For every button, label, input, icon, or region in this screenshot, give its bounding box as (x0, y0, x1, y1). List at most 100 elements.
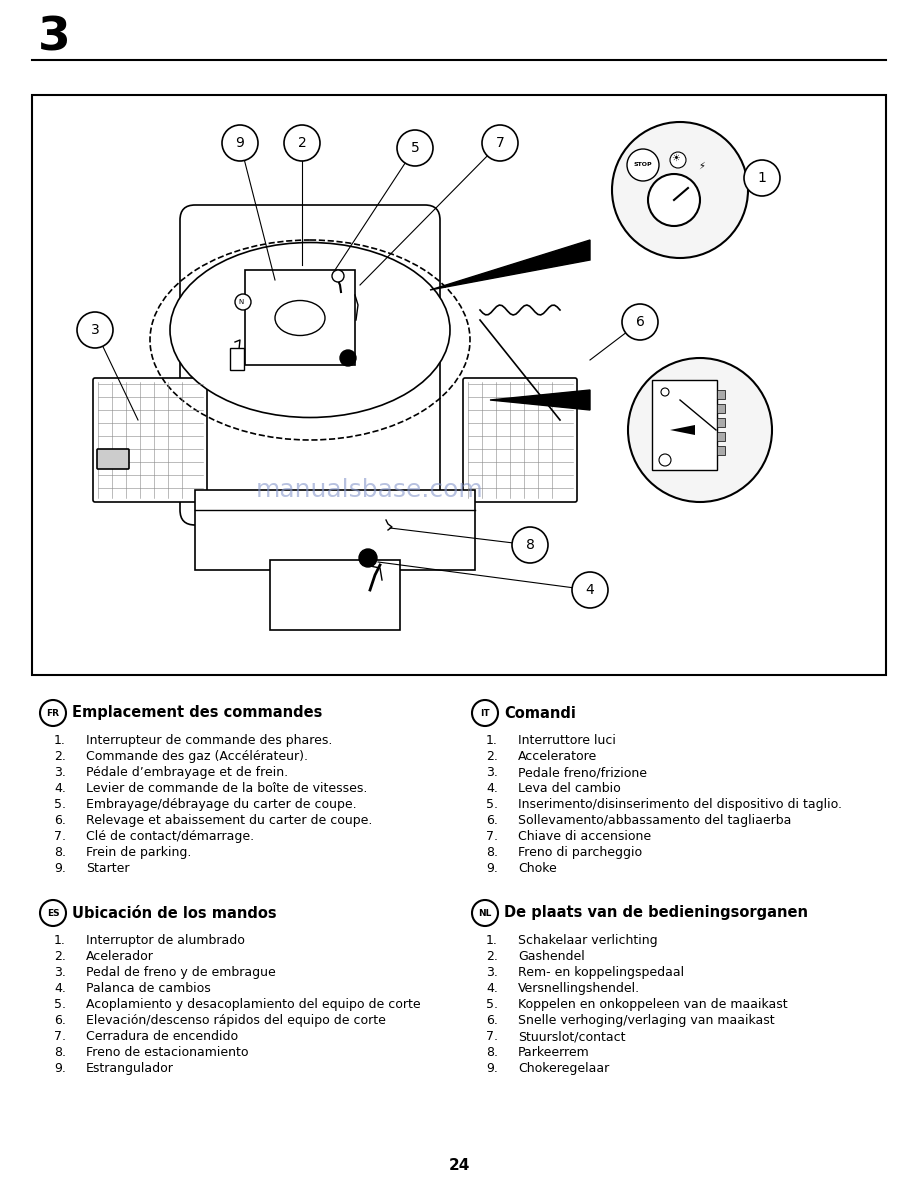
Circle shape (472, 700, 498, 726)
Text: 3.: 3. (487, 966, 498, 979)
FancyBboxPatch shape (652, 380, 717, 470)
Circle shape (77, 312, 113, 348)
FancyBboxPatch shape (32, 95, 886, 675)
Text: FR: FR (47, 708, 60, 718)
Text: ☀: ☀ (672, 153, 680, 163)
Text: Acoplamiento y desacoplamiento del equipo de corte: Acoplamiento y desacoplamiento del equip… (86, 998, 420, 1011)
Text: Relevage et abaissement du carter de coupe.: Relevage et abaissement du carter de cou… (86, 814, 373, 827)
Circle shape (332, 270, 344, 282)
Text: 1.: 1. (54, 934, 66, 947)
Text: 5.: 5. (486, 798, 498, 811)
Text: Pédale d’embrayage et de frein.: Pédale d’embrayage et de frein. (86, 766, 288, 779)
Text: Gashendel: Gashendel (518, 950, 585, 963)
Text: Choke: Choke (518, 862, 556, 876)
Text: 9.: 9. (54, 862, 66, 876)
Text: NL: NL (478, 909, 492, 917)
Text: 4.: 4. (54, 782, 66, 795)
Polygon shape (430, 240, 590, 290)
Text: 9: 9 (236, 135, 244, 150)
FancyBboxPatch shape (270, 560, 400, 630)
Text: 9.: 9. (54, 1062, 66, 1075)
Text: 3.: 3. (54, 966, 66, 979)
Circle shape (627, 148, 659, 181)
Text: 1.: 1. (487, 734, 498, 747)
Text: Stuurslot/contact: Stuurslot/contact (518, 1030, 625, 1043)
Text: Pedal de freno y de embrague: Pedal de freno y de embrague (86, 966, 275, 979)
FancyBboxPatch shape (463, 378, 577, 503)
Text: 1.: 1. (487, 934, 498, 947)
Text: Freno de estacionamiento: Freno de estacionamiento (86, 1045, 249, 1059)
Text: 24: 24 (448, 1157, 470, 1173)
Text: 7.: 7. (486, 1030, 498, 1043)
Text: 2: 2 (297, 135, 307, 150)
FancyBboxPatch shape (180, 206, 440, 525)
Circle shape (670, 152, 686, 168)
Text: 3: 3 (38, 15, 71, 61)
Text: 7.: 7. (486, 830, 498, 843)
Text: 2.: 2. (487, 950, 498, 963)
Text: 2.: 2. (487, 750, 498, 763)
Text: Koppelen en onkoppeleen van de maaikast: Koppelen en onkoppeleen van de maaikast (518, 998, 788, 1011)
Text: 5.: 5. (54, 798, 66, 811)
Ellipse shape (275, 301, 325, 335)
Text: Versnellingshendel.: Versnellingshendel. (518, 982, 640, 996)
Text: 7.: 7. (54, 1030, 66, 1043)
Circle shape (512, 527, 548, 563)
Text: Snelle verhoging/verlaging van maaikast: Snelle verhoging/verlaging van maaikast (518, 1015, 775, 1026)
Text: 7.: 7. (54, 830, 66, 843)
Text: 6: 6 (635, 315, 644, 329)
Text: ⚡: ⚡ (699, 162, 705, 171)
Text: Freno di parcheggio: Freno di parcheggio (518, 846, 642, 859)
Text: Estrangulador: Estrangulador (86, 1062, 174, 1075)
FancyBboxPatch shape (717, 404, 725, 413)
Text: Comandi: Comandi (504, 706, 576, 720)
Circle shape (222, 125, 258, 162)
Text: 8.: 8. (486, 846, 498, 859)
Text: 3.: 3. (54, 766, 66, 779)
Text: 9.: 9. (487, 862, 498, 876)
Text: 3: 3 (91, 323, 99, 337)
FancyBboxPatch shape (195, 489, 475, 570)
Text: 5.: 5. (54, 998, 66, 1011)
Text: 4.: 4. (54, 982, 66, 996)
Text: 8: 8 (526, 538, 534, 552)
Text: N: N (239, 299, 243, 305)
Polygon shape (490, 390, 590, 410)
Text: Parkeerrem: Parkeerrem (518, 1045, 589, 1059)
Text: 1.: 1. (54, 734, 66, 747)
Text: STOP: STOP (633, 163, 653, 168)
Circle shape (359, 549, 377, 567)
Text: Chiave di accensione: Chiave di accensione (518, 830, 651, 843)
Text: 5.: 5. (486, 998, 498, 1011)
Circle shape (622, 304, 658, 340)
Text: Chokeregelaar: Chokeregelaar (518, 1062, 610, 1075)
Text: Acelerador: Acelerador (86, 950, 154, 963)
Text: ES: ES (47, 909, 60, 917)
Circle shape (340, 350, 356, 366)
Text: 6.: 6. (54, 1015, 66, 1026)
Text: Embrayage/débrayage du carter de coupe.: Embrayage/débrayage du carter de coupe. (86, 798, 356, 811)
Text: Levier de commande de la boîte de vitesses.: Levier de commande de la boîte de vitess… (86, 782, 367, 795)
Text: 4: 4 (586, 583, 594, 598)
FancyBboxPatch shape (717, 446, 725, 455)
Text: Elevación/descenso rápidos del equipo de corte: Elevación/descenso rápidos del equipo de… (86, 1015, 386, 1026)
Text: 8.: 8. (486, 1045, 498, 1059)
Text: 7: 7 (496, 135, 504, 150)
Text: Ubicación de los mandos: Ubicación de los mandos (72, 905, 276, 921)
Circle shape (744, 160, 780, 196)
Text: Sollevamento/abbassamento del tagliaerba: Sollevamento/abbassamento del tagliaerba (518, 814, 791, 827)
Text: Palanca de cambios: Palanca de cambios (86, 982, 211, 996)
Circle shape (482, 125, 518, 162)
FancyBboxPatch shape (245, 270, 355, 365)
Circle shape (40, 901, 66, 925)
FancyBboxPatch shape (97, 449, 129, 469)
FancyBboxPatch shape (230, 348, 244, 369)
FancyBboxPatch shape (93, 378, 207, 503)
Text: Starter: Starter (86, 862, 129, 876)
Circle shape (572, 571, 608, 608)
Text: IT: IT (480, 708, 490, 718)
Text: De plaats van de bedieningsorganen: De plaats van de bedieningsorganen (504, 905, 808, 921)
Text: 2.: 2. (54, 750, 66, 763)
Text: Interrupteur de commande des phares.: Interrupteur de commande des phares. (86, 734, 332, 747)
Text: 6.: 6. (487, 814, 498, 827)
